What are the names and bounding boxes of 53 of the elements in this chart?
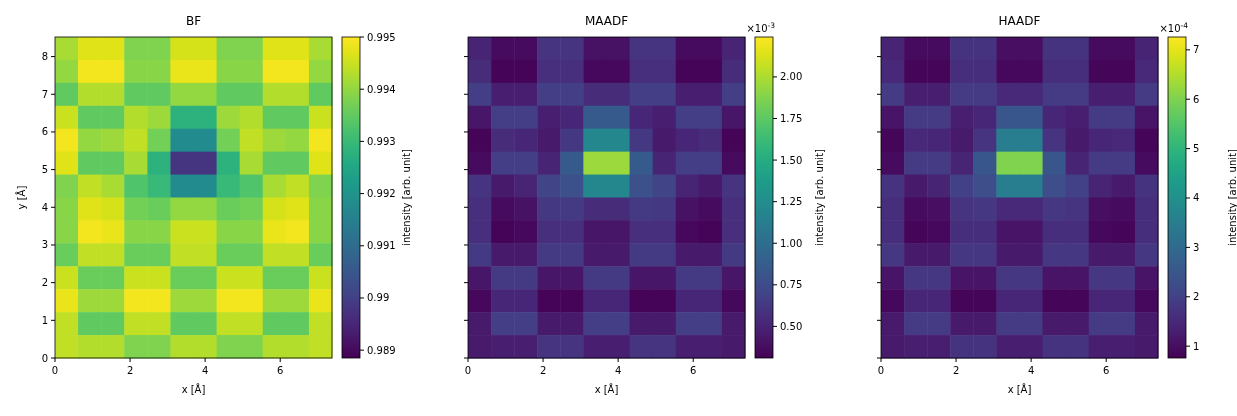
y-tick-label: 7	[41, 88, 48, 100]
color-bar-label: 7	[1193, 44, 1200, 56]
y-tick-label: 0	[41, 352, 48, 364]
color-bar-label: 0.994	[367, 83, 396, 95]
x-axis-title: x [Å]	[181, 383, 206, 395]
x-tick-label: 6	[1103, 365, 1110, 376]
color-bar-label: 0.995	[367, 31, 396, 43]
y-tick-label: 3	[41, 239, 48, 251]
x-tick-label: 6	[277, 365, 284, 376]
color-bar-label: 1.00	[780, 237, 803, 249]
y-tick-label: 6	[41, 126, 48, 138]
x-tick-label: 0	[877, 365, 885, 376]
chart-title: MAADF	[584, 14, 629, 28]
y-tick-label: 1	[41, 314, 48, 326]
color-bar-label: 5	[1193, 143, 1200, 155]
x-tick-label: 0	[464, 365, 472, 376]
color-bar-label: 0.993	[367, 135, 396, 147]
color-bar-title: intensity [arb. unit]	[401, 149, 412, 246]
x-tick-label: 4	[1027, 365, 1035, 376]
color-bar-label: 0.991	[367, 240, 396, 252]
x-tick-label: 4	[614, 365, 622, 376]
x-tick-label: 2	[539, 365, 547, 376]
color-bar-label: 0.992	[367, 188, 396, 200]
color-bar-title: intensity [arb. unit]	[814, 149, 825, 246]
y-axis-title: y [Å]	[15, 185, 27, 210]
x-axis-title: x [Å]	[1007, 383, 1032, 395]
color-bar-label: 2	[1193, 291, 1200, 303]
y-tick-label: 2	[41, 277, 48, 289]
color-bar-label: 3	[1193, 241, 1200, 253]
x-tick-label: 6	[690, 365, 697, 376]
chart-title: HAADF	[998, 14, 1041, 28]
x-tick-label: 2	[126, 365, 134, 376]
text: ×10$^{-3}$	[746, 20, 776, 34]
x-tick-label: 4	[201, 365, 209, 376]
y-tick-label: 4	[41, 201, 48, 213]
color-bar-label: 0.75	[780, 279, 803, 291]
color-bar-label: 0.99	[367, 292, 390, 304]
color-bar-label: 0.989	[367, 344, 396, 356]
x-tick-label: 0	[51, 365, 59, 376]
color-bar-label: 1.25	[780, 196, 803, 208]
color-bar-label: 1.75	[780, 113, 803, 124]
color-bar-label: 1.50	[780, 154, 803, 166]
color-bar-label: 4	[1193, 192, 1200, 204]
color-bar-label: 0.50	[780, 320, 803, 332]
x-tick-label: 2	[952, 365, 960, 376]
color-bar-label: 6	[1193, 93, 1200, 105]
y-tick-label: 5	[41, 164, 48, 176]
color-bar-label: 2.00	[780, 71, 803, 83]
x-axis-title: x [Å]	[594, 383, 619, 395]
y-tick-label: 8	[41, 51, 48, 63]
text: ×10$^{-4}$	[1159, 20, 1189, 34]
chart-title: BF	[185, 14, 202, 28]
color-bar-label: 1	[1193, 340, 1200, 352]
